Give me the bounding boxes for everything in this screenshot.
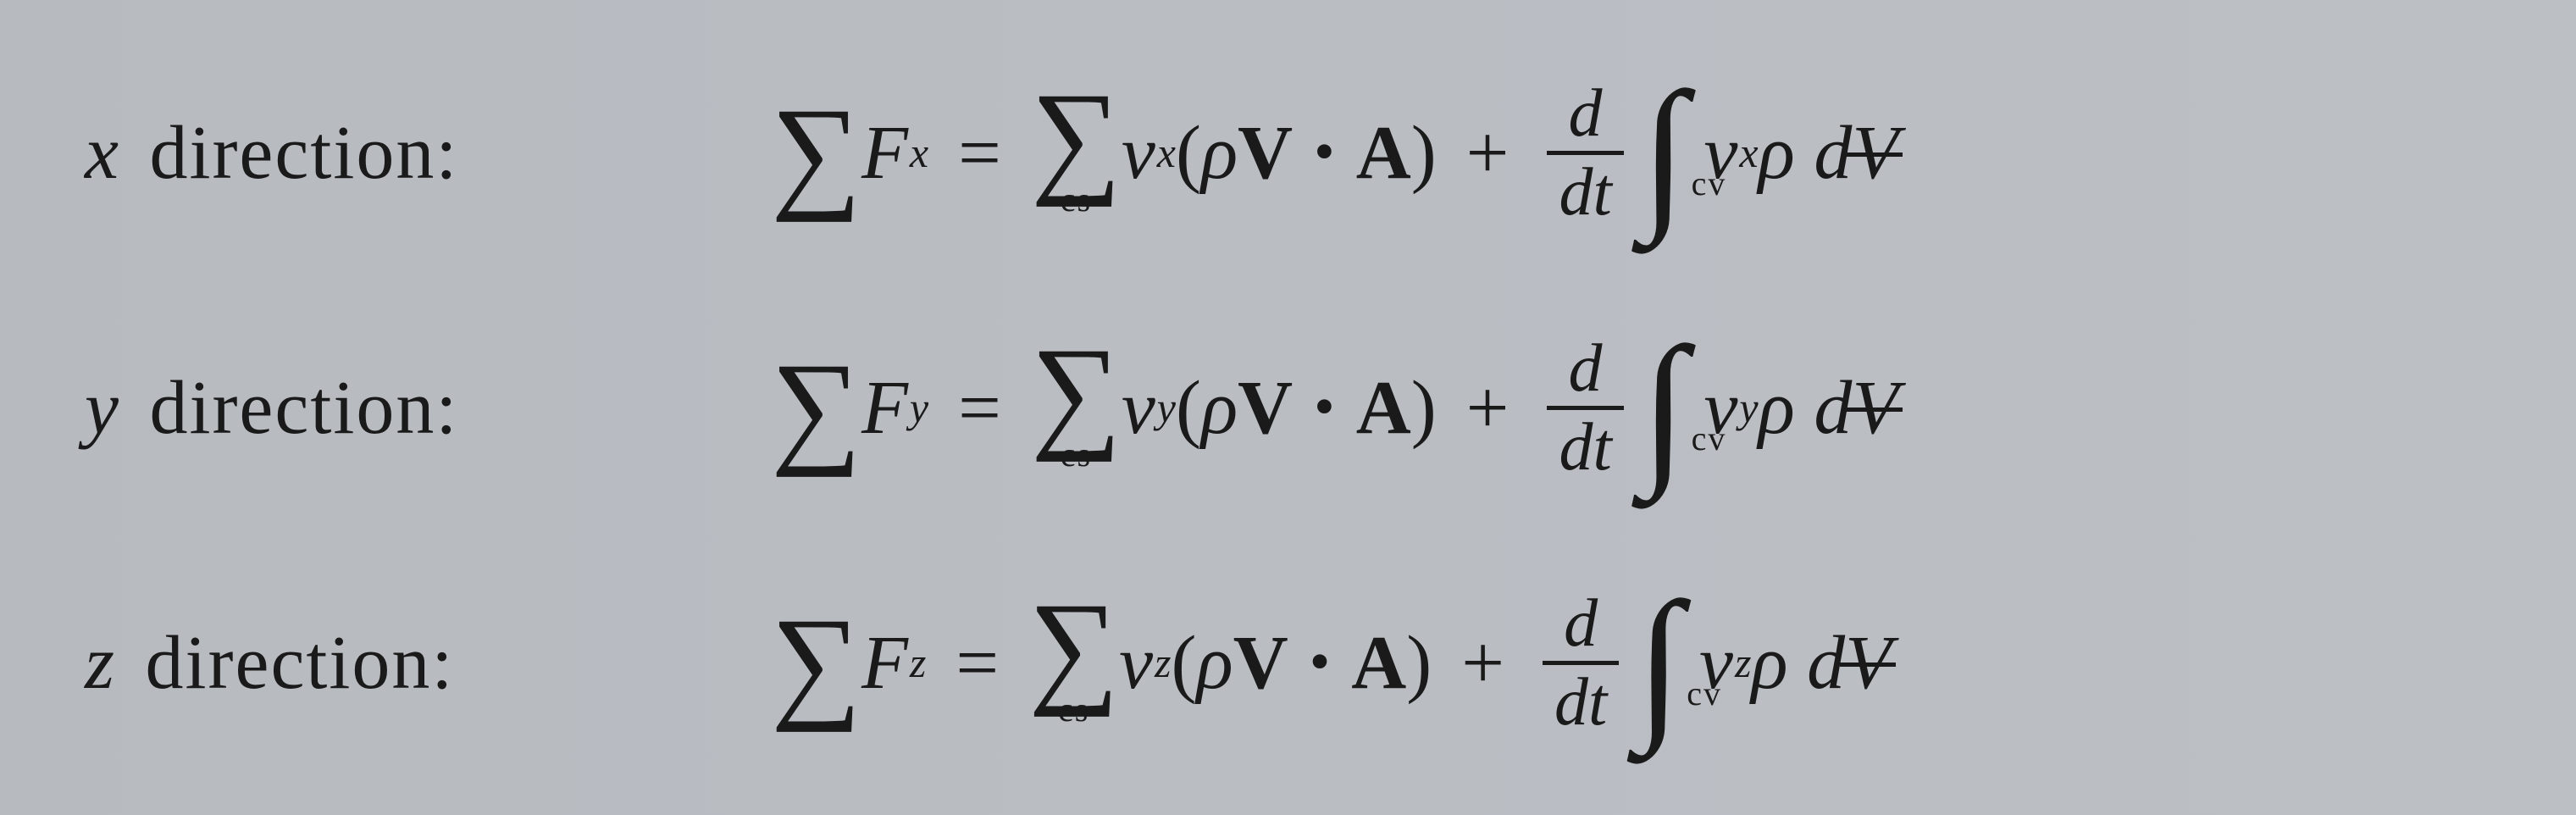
- vector-A: A: [1356, 364, 1411, 452]
- plus-sign: +: [1461, 619, 1504, 707]
- fraction-num: d: [1557, 331, 1615, 406]
- fraction-den: dt: [1547, 155, 1623, 230]
- force-sub: z: [910, 638, 926, 687]
- dot-product-icon: •: [1314, 374, 1335, 441]
- integral-sub-cv: cv: [1692, 419, 1727, 458]
- direction-word: direction:: [129, 366, 458, 450]
- sigma-sub-cs: cs: [1061, 435, 1092, 474]
- equation-x: ∑ Fx = ∑ cs vx ( ρ V • A ) + d dt ∫ cv: [771, 76, 1898, 230]
- vector-A: A: [1351, 619, 1406, 707]
- equals-sign: =: [958, 364, 1001, 452]
- equations-page: x direction: ∑ Fx = ∑ cs vx ( ρ V • A ) …: [0, 0, 2576, 815]
- velocity-v: v: [1119, 619, 1153, 707]
- direction-word: direction:: [129, 111, 458, 195]
- integral-cv: ∫ cv: [1636, 603, 1682, 722]
- row-label: x direction:: [85, 109, 559, 197]
- row-label: z direction:: [85, 619, 559, 707]
- rho: ρ: [1751, 619, 1787, 707]
- volume-symbol: V: [1845, 619, 1892, 707]
- sigma-icon: ∑: [771, 612, 861, 713]
- volume-symbol: V: [1852, 364, 1898, 452]
- sigma-cs: ∑ cs: [1028, 596, 1119, 729]
- velocity-sub: z: [1155, 638, 1171, 687]
- axis-letter: z: [85, 621, 116, 705]
- force-F: F: [861, 619, 908, 707]
- velocity-sub: y: [1739, 383, 1758, 432]
- integral-icon: ∫: [1641, 348, 1687, 467]
- sigma-cs: ∑ cs: [1031, 341, 1122, 474]
- force-sub: y: [910, 383, 928, 432]
- force-F: F: [861, 109, 908, 197]
- force-F: F: [861, 364, 908, 452]
- equation-row-x: x direction: ∑ Fx = ∑ cs vx ( ρ V • A ) …: [85, 34, 2525, 271]
- right-paren: ): [1406, 619, 1432, 707]
- volume-symbol: V: [1852, 109, 1898, 197]
- sigma-cs: ∑ cs: [1031, 86, 1122, 219]
- rho: ρ: [1197, 619, 1233, 707]
- force-sub: x: [910, 128, 928, 177]
- d-dt-fraction: d dt: [1547, 76, 1623, 230]
- equation-row-y: y direction: ∑ Fy = ∑ cs vy ( ρ V • A ) …: [85, 289, 2525, 526]
- equals-sign: =: [956, 619, 999, 707]
- velocity-sub: x: [1157, 128, 1176, 177]
- equation-y: ∑ Fy = ∑ cs vy ( ρ V • A ) + d dt ∫ cv: [771, 331, 1898, 485]
- sigma-icon: ∑: [771, 102, 861, 203]
- rho: ρ: [1201, 364, 1238, 452]
- direction-word: direction:: [125, 621, 454, 705]
- axis-letter: x: [85, 111, 120, 195]
- volume-strike-icon: [1847, 408, 1903, 412]
- vector-A: A: [1356, 109, 1411, 197]
- integral-icon: ∫: [1636, 603, 1682, 722]
- sigma-icon: ∑: [1031, 341, 1122, 443]
- equation-z: ∑ Fz = ∑ cs vz ( ρ V • A ) + d dt ∫ cv: [771, 586, 1892, 740]
- dot-product-icon: •: [1314, 119, 1335, 186]
- equals-sign: =: [958, 109, 1001, 197]
- vector-V: V: [1238, 109, 1293, 197]
- velocity-sub: y: [1157, 383, 1176, 432]
- left-paren: (: [1176, 364, 1201, 452]
- left-paren: (: [1176, 109, 1201, 197]
- velocity-sub: x: [1739, 128, 1758, 177]
- integral-icon: ∫: [1641, 93, 1687, 212]
- integral-cv: ∫ cv: [1641, 93, 1687, 212]
- fraction-den: dt: [1543, 665, 1619, 740]
- sigma-icon: ∑: [771, 357, 861, 458]
- fraction-num: d: [1552, 586, 1609, 661]
- vector-V: V: [1238, 364, 1293, 452]
- left-paren: (: [1172, 619, 1197, 707]
- plus-sign: +: [1466, 364, 1510, 452]
- axis-letter: y: [85, 366, 120, 450]
- rho: ρ: [1201, 109, 1238, 197]
- equation-row-z: z direction: ∑ Fz = ∑ cs vz ( ρ V • A ) …: [85, 544, 2525, 781]
- integral-sub-cv: cv: [1692, 164, 1727, 203]
- velocity-sub: z: [1735, 638, 1751, 687]
- d-dt-fraction: d dt: [1543, 586, 1619, 740]
- right-paren: ): [1411, 109, 1437, 197]
- row-label: y direction:: [85, 364, 559, 452]
- sigma-icon: ∑: [1028, 596, 1119, 698]
- volume-strike-icon: [1840, 663, 1896, 667]
- right-paren: ): [1411, 364, 1437, 452]
- sigma-sub-cs: cs: [1061, 180, 1092, 219]
- velocity-v: v: [1122, 109, 1155, 197]
- sigma-icon: ∑: [1031, 86, 1122, 188]
- sigma-sub-cs: cs: [1058, 690, 1089, 729]
- vector-V: V: [1233, 619, 1288, 707]
- volume-strike-icon: [1847, 152, 1903, 157]
- plus-sign: +: [1466, 109, 1510, 197]
- integral-cv: ∫ cv: [1641, 348, 1687, 467]
- d-dt-fraction: d dt: [1547, 331, 1623, 485]
- rho: ρ: [1759, 364, 1795, 452]
- fraction-den: dt: [1547, 410, 1623, 485]
- velocity-v: v: [1122, 364, 1155, 452]
- dot-product-icon: •: [1310, 629, 1331, 696]
- rho: ρ: [1759, 109, 1795, 197]
- integral-sub-cv: cv: [1687, 674, 1722, 713]
- fraction-num: d: [1557, 76, 1615, 151]
